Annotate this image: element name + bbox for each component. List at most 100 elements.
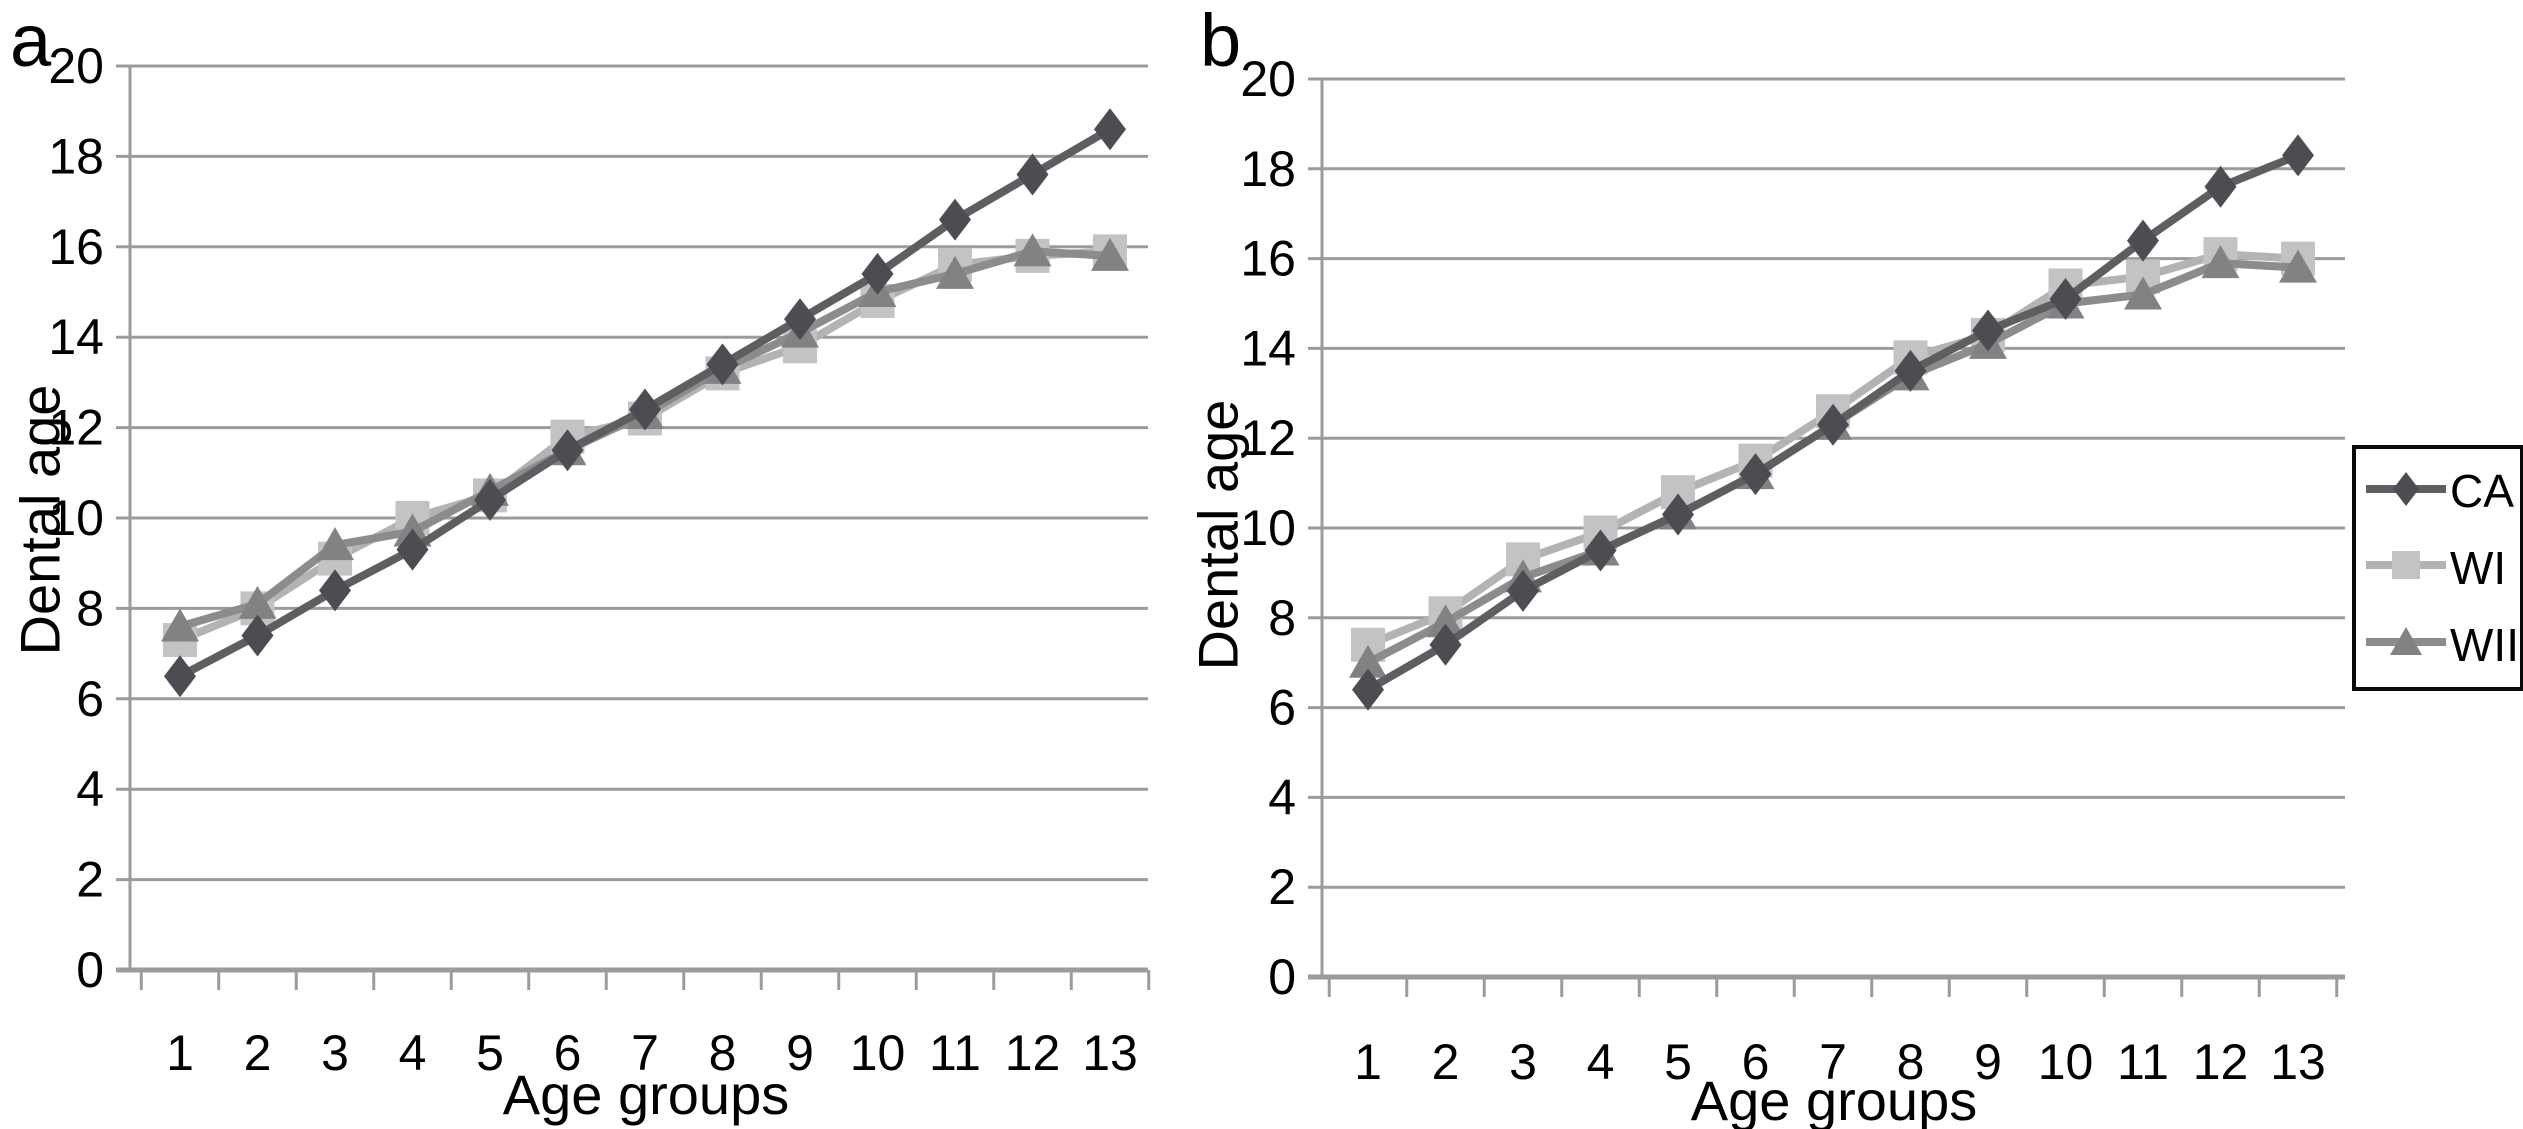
x-tick-label: 5: [1664, 1034, 1692, 1090]
wii-triangle-marker: [316, 527, 354, 561]
y-tick-label: 20: [48, 38, 104, 94]
y-tick-label: 12: [1240, 410, 1296, 466]
x-tick-label: 10: [850, 1025, 906, 1081]
y-tick-label: 10: [1240, 500, 1296, 556]
y-tick-label: 4: [76, 761, 104, 817]
x-tick-label: 1: [166, 1025, 194, 1081]
y-tick-label: 0: [1268, 949, 1296, 1005]
x-tick-label: 6: [554, 1025, 582, 1081]
ca-diamond-legend-marker-icon: [2364, 465, 2448, 518]
triangle-marker-sample: [2366, 627, 2446, 656]
x-tick-label: 13: [1082, 1025, 1138, 1081]
y-tick-label: 14: [48, 309, 104, 365]
legend-item-wi: WI: [2364, 541, 2520, 594]
y-tick-label: 0: [76, 942, 104, 998]
ca-diamond-marker: [1094, 108, 1126, 151]
x-tick-label: 2: [1432, 1034, 1460, 1090]
wii-triangle-marker: [2124, 276, 2162, 310]
legend-item-ca: CA: [2364, 465, 2520, 518]
x-tick-label: 4: [1587, 1034, 1615, 1090]
x-tick-label: 7: [631, 1025, 659, 1081]
chart-a-x-axis-title: Age groups: [502, 1063, 790, 1126]
ca-diamond-marker: [2127, 219, 2159, 262]
y-tick-label: 8: [76, 580, 104, 636]
wi-square-marker: [1661, 475, 1695, 510]
y-tick-label: 16: [48, 219, 104, 275]
chart-a-y-axis-title: Dental age: [8, 384, 72, 656]
ca-diamond-marker: [241, 614, 274, 657]
ca-diamond-marker: [551, 429, 584, 472]
ca-diamond-marker: [2204, 165, 2237, 208]
x-tick-marks: [1327, 977, 2339, 997]
ca-diamond-marker: [1739, 453, 1772, 496]
wii-triangle-marker: [1013, 233, 1052, 267]
x-tick-label: 4: [399, 1025, 427, 1081]
wii-triangle-marker: [1091, 237, 1129, 271]
chart-b-x-axis-title: Age groups: [1690, 1069, 1978, 1129]
y-tick-label: 2: [76, 852, 104, 908]
y-tick-label: 6: [76, 671, 104, 727]
wii-triangle-marker: [1349, 644, 1387, 678]
gridlines: [1308, 77, 2345, 889]
legend-box: CA WI WII: [2352, 445, 2523, 691]
y-tick-label: 2: [1268, 859, 1296, 915]
ca-diamond-marker: [396, 528, 429, 571]
panel-b-label: b: [1200, 0, 1242, 82]
x-tick-label: 12: [1005, 1025, 1061, 1081]
ca-diamond-marker: [1972, 309, 2004, 352]
ca-diamond-marker: [1662, 493, 1694, 536]
legend-label-ca: CA: [2450, 465, 2514, 518]
x-tick-label: 13: [2270, 1034, 2326, 1090]
y-tick-label: 18: [48, 128, 104, 184]
ca-diamond-marker: [629, 388, 661, 431]
ca-diamond-marker: [319, 569, 351, 612]
y-tick-label: 4: [1268, 769, 1296, 825]
ca-diamond-marker: [1817, 403, 1849, 446]
wii-triangle-marker: [2279, 249, 2317, 283]
chart-b-y-axis-title: Dental age: [1186, 399, 1250, 671]
ca-diamond-marker: [784, 298, 816, 341]
ca-diamond-marker: [1016, 153, 1049, 196]
x-tick-label: 11: [929, 1025, 981, 1081]
square-marker-sample: [2366, 551, 2446, 580]
x-tick-label: 3: [1509, 1034, 1537, 1090]
x-tick-label: 10: [2038, 1034, 2094, 1090]
x-tick-labels: 1 2 3 4 5 6 7 8 9 10 11 12 13: [1354, 1034, 2326, 1090]
legend-marker-shape: [2390, 627, 2422, 656]
x-tick-label: 6: [1742, 1034, 1770, 1090]
x-tick-label: 5: [476, 1025, 504, 1081]
wii-triangle-marker: [936, 255, 974, 289]
legend-label-wi: WI: [2450, 541, 2507, 594]
ca-diamond-marker: [861, 252, 894, 295]
y-tick-label: 14: [1240, 320, 1296, 376]
x-tick-label: 12: [2193, 1034, 2249, 1090]
x-tick-label: 2: [244, 1025, 272, 1081]
legend-marker-shape: [2393, 471, 2419, 506]
ca-diamond-marker: [1429, 623, 1462, 666]
ca-diamond-marker: [1894, 349, 1927, 392]
gridlines: [116, 64, 1148, 882]
y-tick-label: 12: [48, 400, 104, 456]
x-tick-label: 1: [1354, 1034, 1382, 1090]
diamond-marker-sample: [2366, 471, 2446, 506]
wii-triangle-legend-marker-icon: [2364, 618, 2448, 671]
ca-diamond-marker: [474, 478, 506, 521]
x-tick-label: 11: [2117, 1034, 2169, 1090]
series-line-WI: [176, 247, 1114, 645]
wii-triangle-marker: [161, 608, 199, 642]
wii-triangle-marker: [2201, 245, 2240, 279]
y-tick-label: 6: [1268, 680, 1296, 736]
y-tick-label: 18: [1240, 141, 1296, 197]
series-WI: [163, 234, 1127, 658]
legend-label-wii: WII: [2450, 618, 2519, 671]
ca-diamond-marker: [2049, 278, 2082, 321]
ca-diamond-marker: [706, 343, 739, 386]
x-tick-label: 3: [321, 1025, 349, 1081]
legend-item-wii: WII: [2364, 618, 2520, 671]
y-tick-label: 8: [1268, 590, 1296, 646]
